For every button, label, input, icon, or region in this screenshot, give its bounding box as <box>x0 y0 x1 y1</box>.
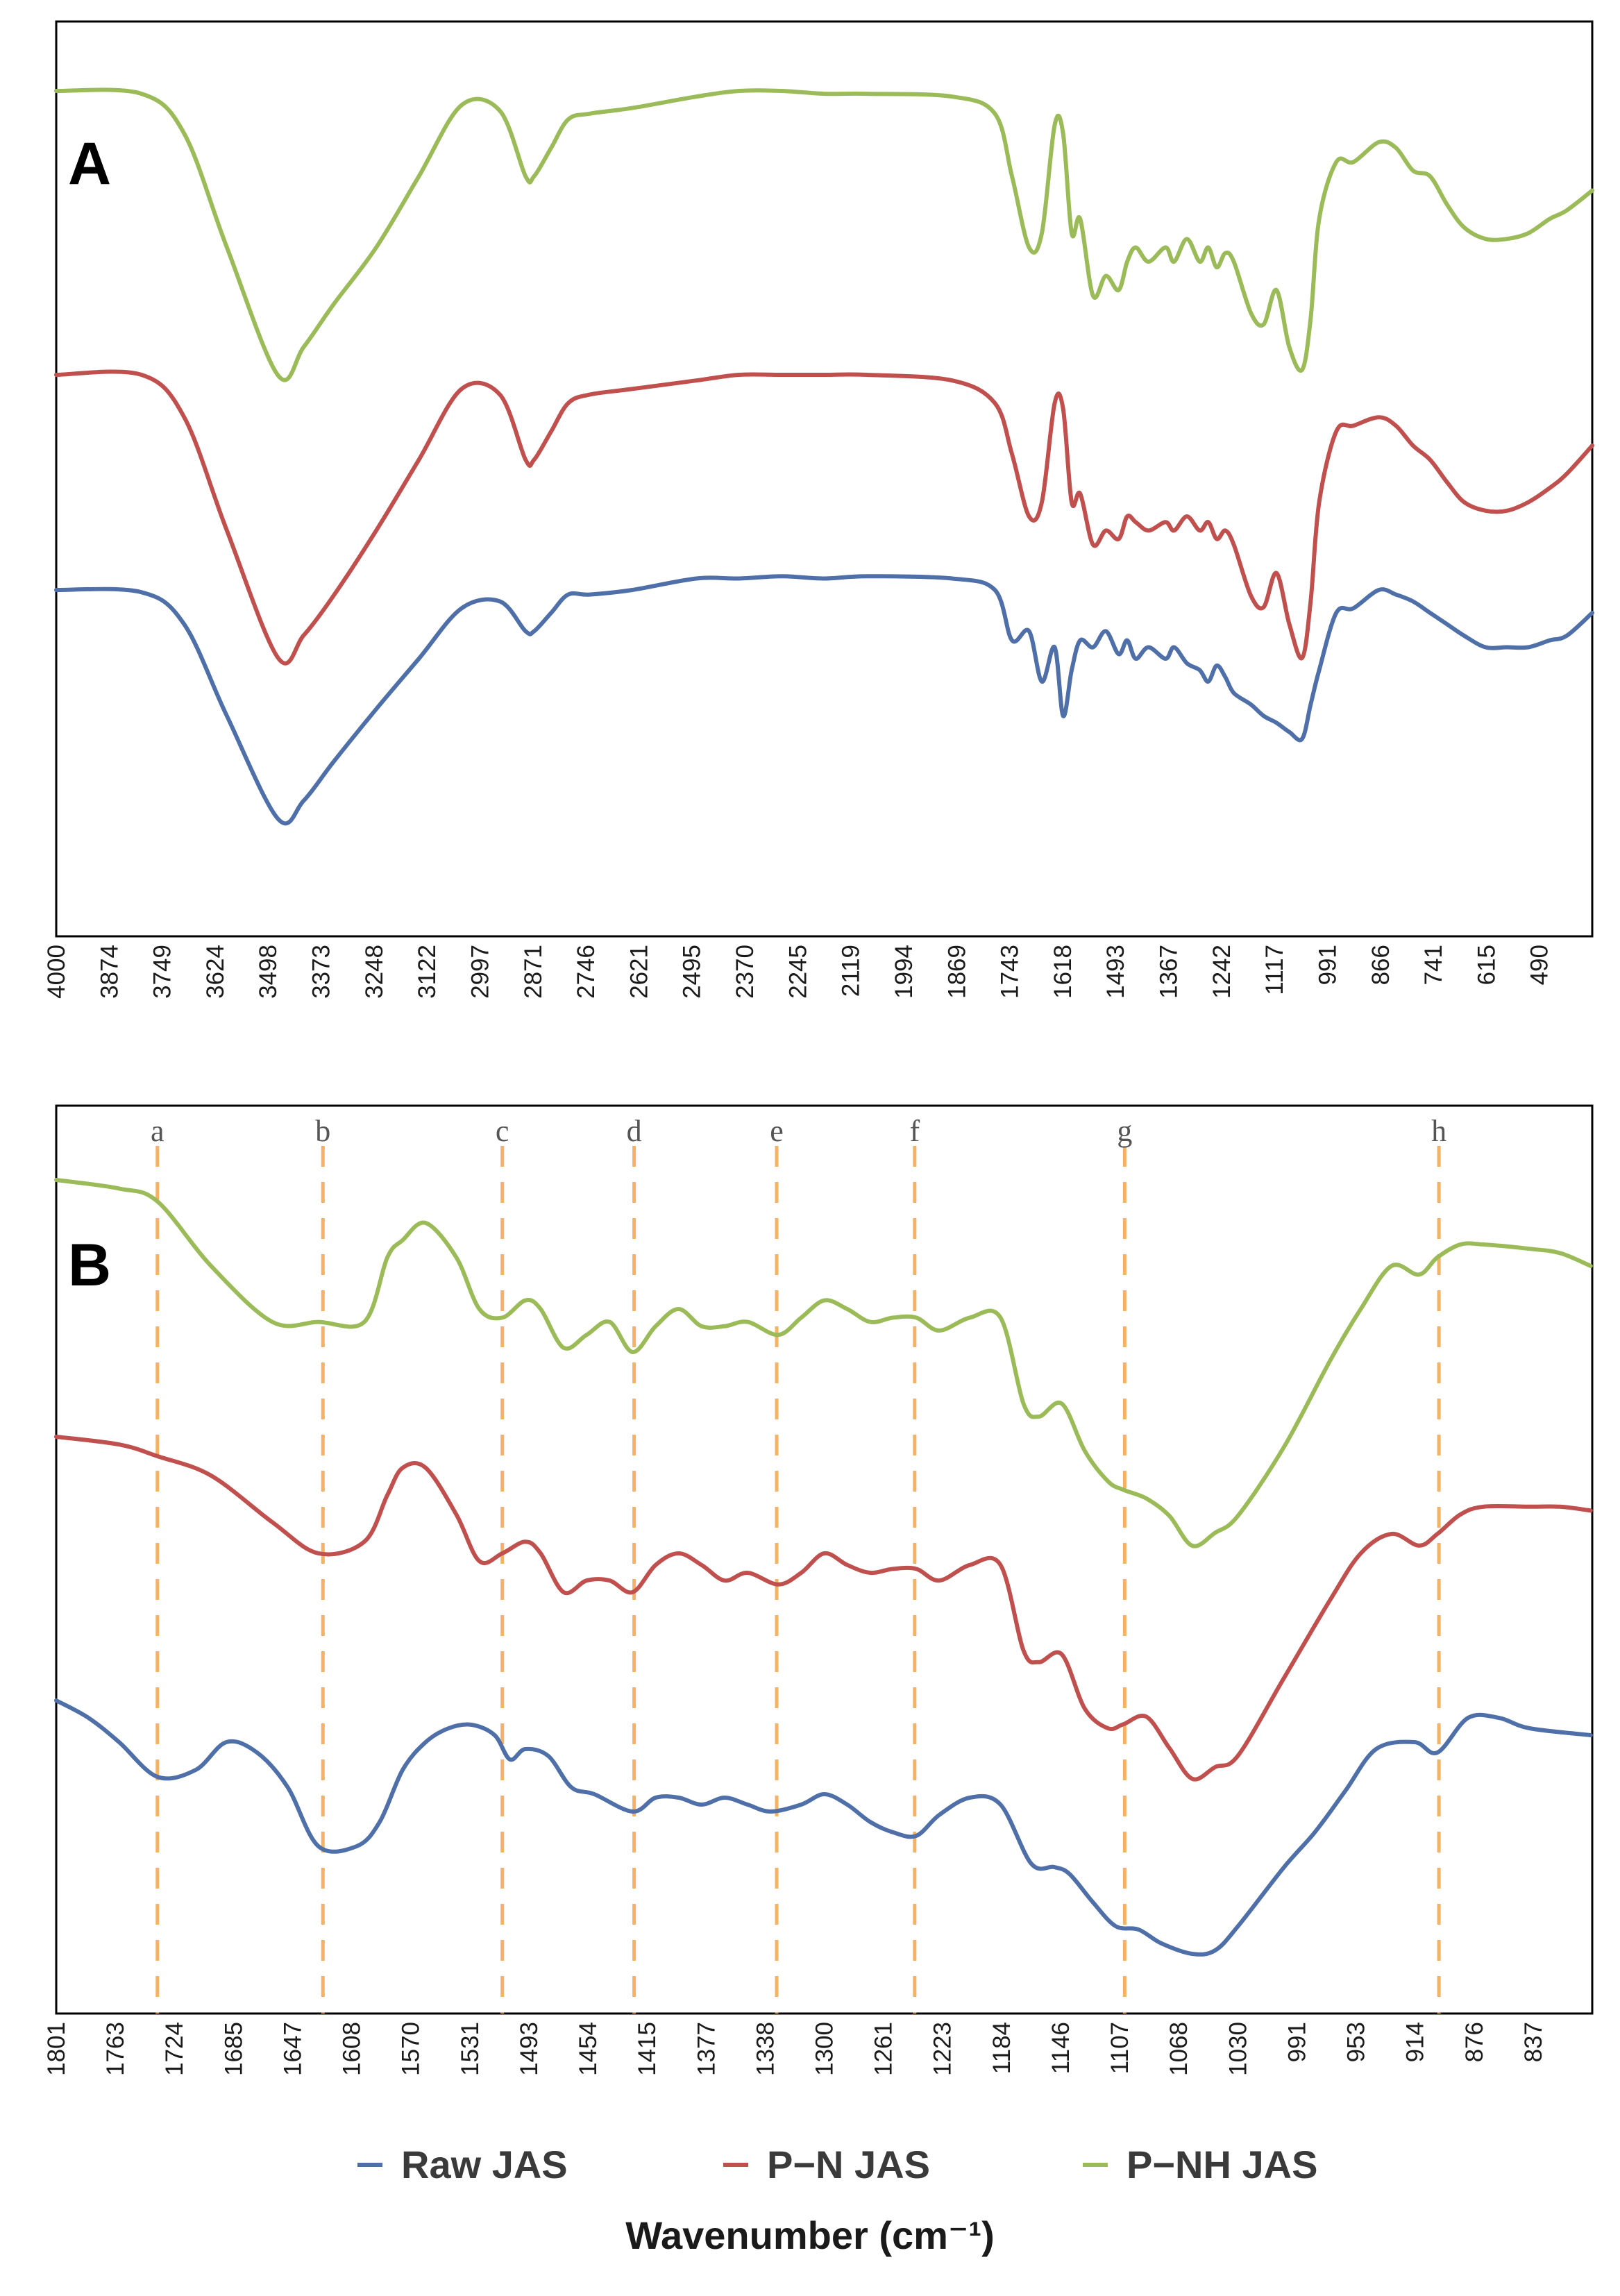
x-tick-label: 3248 <box>361 945 388 999</box>
marker-label-d: d <box>627 1114 642 1148</box>
x-tick-label: 1763 <box>102 2022 129 2076</box>
x-tick-label: 3373 <box>308 945 335 999</box>
x-tick-label: 876 <box>1461 2022 1488 2062</box>
x-tick-label: 1608 <box>339 2022 366 2076</box>
x-tick-label: 1493 <box>516 2022 543 2076</box>
marker-label-c: c <box>496 1114 509 1148</box>
legend-label-pn: P−N JAS <box>767 2143 930 2186</box>
x-tick-label: 1493 <box>1102 945 1129 999</box>
x-tick-label: 1068 <box>1165 2022 1192 2076</box>
series-line-raw-jas <box>54 574 1594 826</box>
x-tick-label: 1223 <box>929 2022 956 2076</box>
x-tick-label: 2997 <box>467 945 494 999</box>
x-tick-label: 837 <box>1520 2022 1547 2062</box>
x-tick-label: 1146 <box>1047 2022 1074 2074</box>
x-tick-label: 490 <box>1526 945 1553 985</box>
panel-a: A 4000 3874 3749 3624 3498 3373 3248 3122 2997 28… <box>43 20 1594 999</box>
x-tick-label: 1570 <box>398 2022 425 2076</box>
x-tick-label: 1647 <box>280 2022 307 2076</box>
x-tick-label: 1994 <box>891 945 918 999</box>
x-tick-label: 2871 <box>520 945 547 999</box>
x-tick-label: 2746 <box>573 945 600 999</box>
x-tick-label: 1377 <box>693 2022 720 2076</box>
x-tick-label: 3624 <box>202 945 229 999</box>
legend-label-pnh: P−NH JAS <box>1127 2143 1317 2186</box>
series-line-p-nh-jas <box>54 87 1594 382</box>
marker-label-b: b <box>315 1114 330 1148</box>
x-axis-title: Wavenumber (cm⁻¹) <box>625 2213 995 2257</box>
legend-label-raw: Raw JAS <box>401 2143 568 2186</box>
x-tick-label: 1367 <box>1156 945 1183 999</box>
x-tick-label: 3749 <box>149 945 176 999</box>
marker-label-a: a <box>151 1114 164 1148</box>
x-tick-label: 615 <box>1473 945 1500 985</box>
series-line-raw-jas <box>54 1698 1593 1957</box>
panel-b-frame <box>55 1104 1594 2015</box>
panel-a-series <box>54 87 1594 826</box>
panel-a-frame <box>55 20 1594 938</box>
x-tick-label: 2119 <box>838 945 865 997</box>
x-tick-label: 2495 <box>679 945 706 999</box>
x-tick-label: 2245 <box>784 945 811 999</box>
x-tick-label: 1338 <box>752 2022 779 2076</box>
legend: Raw JAS P−N JAS P−NH JAS <box>357 2143 1317 2186</box>
x-tick-label: 1242 <box>1208 945 1235 999</box>
x-tick-label: 1300 <box>811 2022 838 2076</box>
x-tick-label: 1107 <box>1106 2022 1133 2074</box>
marker-label-g: g <box>1117 1114 1132 1148</box>
series-line-p-nh-jas <box>54 1178 1593 1548</box>
panel-a-x-ticks: 4000 3874 3749 3624 3498 3373 3248 3122 2997 2871… <box>43 945 1553 999</box>
x-tick-label: 866 <box>1367 945 1394 985</box>
x-tick-label: 2370 <box>732 945 759 999</box>
x-tick-label: 1618 <box>1049 945 1077 999</box>
x-tick-label: 3498 <box>255 945 282 999</box>
x-tick-label: 1184 <box>988 2022 1015 2074</box>
x-tick-label: 4000 <box>43 945 70 999</box>
series-line-p-n-jas <box>54 1435 1593 1782</box>
panel-b-series <box>54 1178 1593 1957</box>
x-tick-label: 3122 <box>414 945 441 999</box>
x-tick-label: 991 <box>1283 2022 1310 2062</box>
x-tick-label: 991 <box>1314 945 1341 985</box>
marker-label-h: h <box>1431 1114 1446 1148</box>
x-tick-label: 1531 <box>457 2022 484 2076</box>
x-tick-label: 1415 <box>634 2022 661 2076</box>
x-tick-label: 2621 <box>625 945 652 999</box>
x-tick-label: 1743 <box>997 945 1024 999</box>
panel-b-label: B <box>68 1232 111 1299</box>
x-tick-label: 1117 <box>1261 945 1288 995</box>
x-tick-label: 1261 <box>870 2022 897 2076</box>
panel-a-label: A <box>68 130 111 197</box>
x-tick-label: 953 <box>1343 2022 1370 2062</box>
x-tick-label: 1030 <box>1224 2022 1251 2076</box>
x-tick-label: 3874 <box>96 945 123 999</box>
panel-b-marker-lines: a b c d e f g h <box>151 1114 1446 2014</box>
x-tick-label: 1724 <box>161 2022 188 2076</box>
x-tick-label: 914 <box>1402 2022 1429 2062</box>
x-tick-label: 1685 <box>220 2022 247 2076</box>
marker-label-e: e <box>770 1114 784 1148</box>
panel-b-x-ticks: 1801 1763 1724 1685 1647 1608 1570 1531 1493 1454… <box>43 2022 1547 2076</box>
x-tick-label: 1454 <box>575 2022 602 2076</box>
x-tick-label: 741 <box>1420 945 1447 985</box>
marker-label-f: f <box>909 1114 920 1148</box>
x-tick-label: 1869 <box>943 945 970 999</box>
series-line-p-n-jas <box>54 369 1594 666</box>
x-tick-label: 1801 <box>43 2022 70 2076</box>
